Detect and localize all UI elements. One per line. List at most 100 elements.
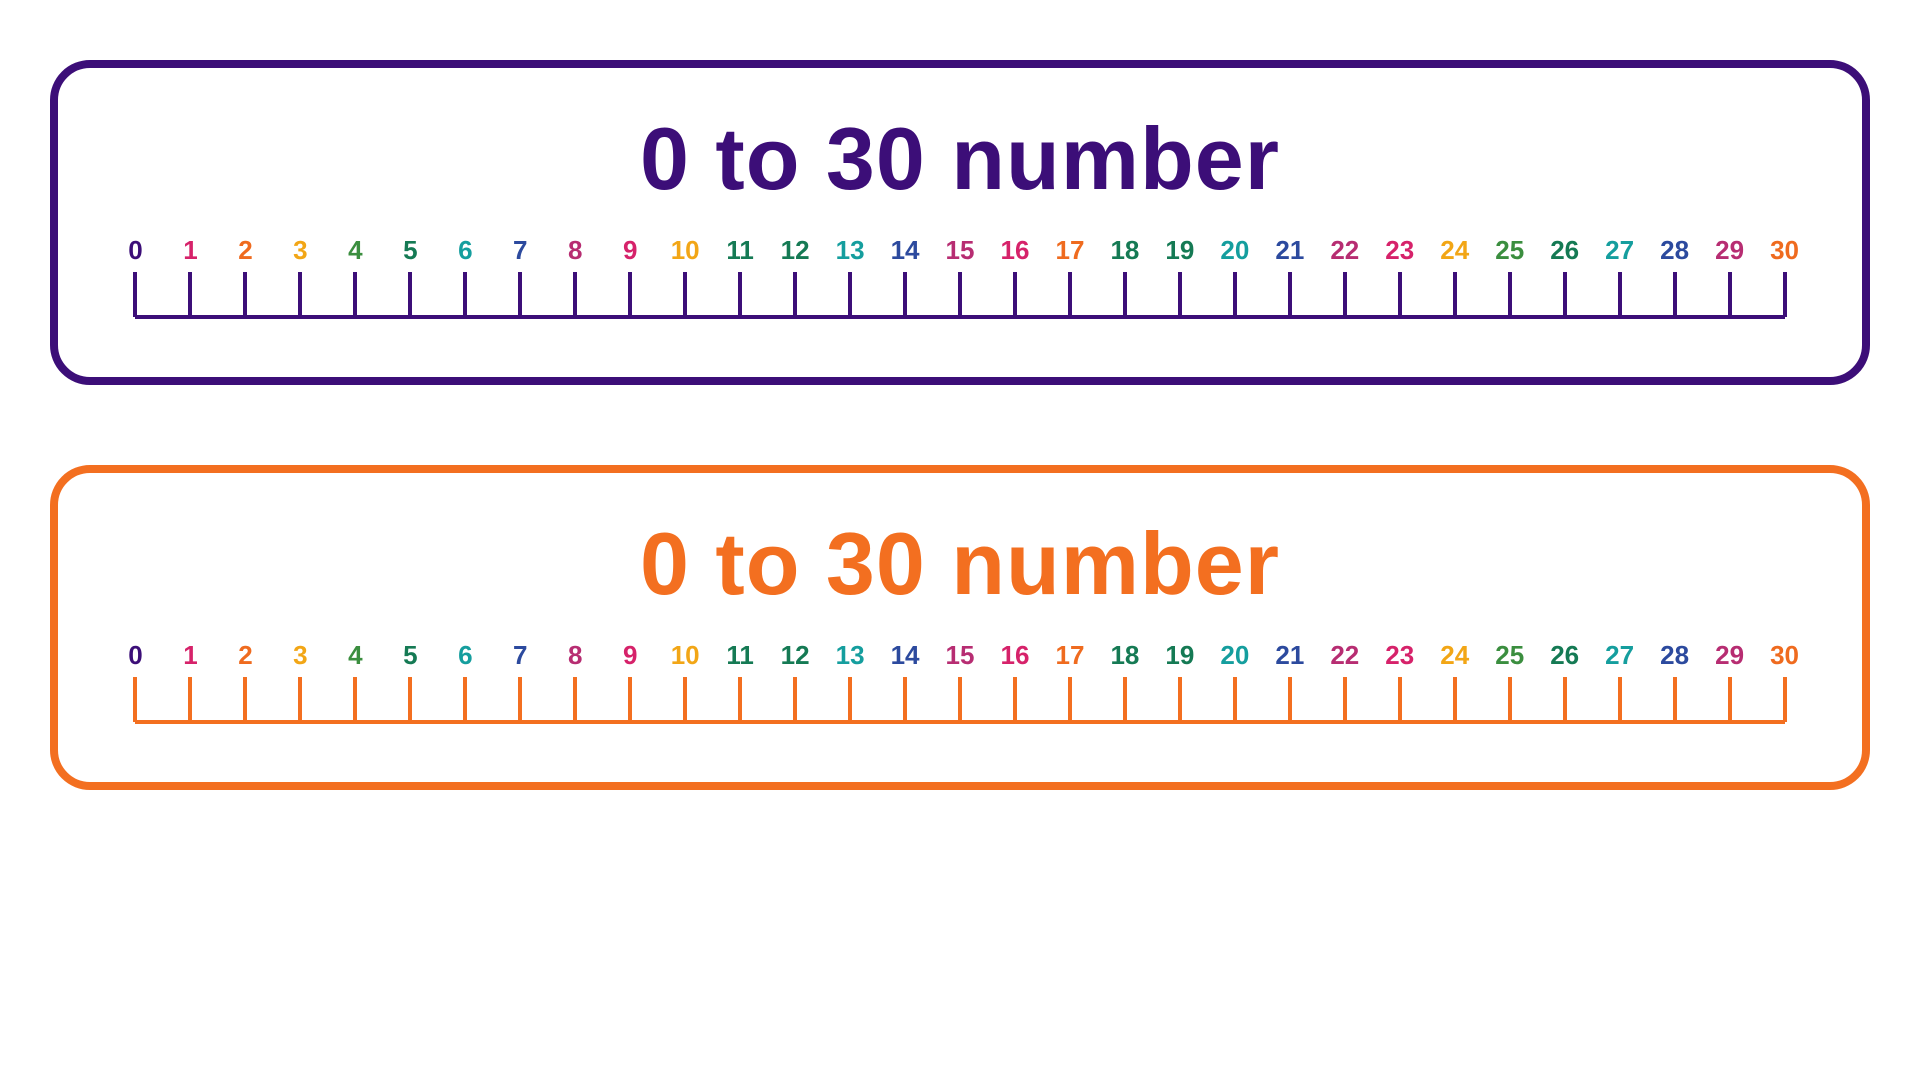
tick-mark xyxy=(328,677,383,722)
tick-mark xyxy=(1647,272,1702,317)
number-label: 28 xyxy=(1647,640,1702,671)
tick-bar xyxy=(628,677,632,722)
tick-mark xyxy=(1757,272,1812,317)
tick-bar xyxy=(1288,272,1292,317)
tick-mark xyxy=(1262,272,1317,317)
tick-bar xyxy=(1563,272,1567,317)
tick-mark xyxy=(163,272,218,317)
number-label: 28 xyxy=(1647,235,1702,266)
tick-mark xyxy=(328,272,383,317)
number-label: 4 xyxy=(328,640,383,671)
tick-mark xyxy=(493,677,548,722)
tick-bar xyxy=(1178,677,1182,722)
number-label: 1 xyxy=(163,235,218,266)
tick-bar xyxy=(1618,272,1622,317)
tick-mark xyxy=(1317,677,1372,722)
tick-bar xyxy=(518,272,522,317)
tick-mark xyxy=(1702,272,1757,317)
tick-mark xyxy=(988,272,1043,317)
tick-bar xyxy=(1783,272,1787,317)
tick-mark xyxy=(273,272,328,317)
tick-mark xyxy=(823,272,878,317)
number-label: 18 xyxy=(1097,235,1152,266)
tick-mark xyxy=(933,272,988,317)
tick-mark xyxy=(108,677,163,722)
tick-bar xyxy=(1123,272,1127,317)
number-label: 0 xyxy=(108,640,163,671)
number-label: 14 xyxy=(878,640,933,671)
number-label: 12 xyxy=(768,235,823,266)
number-label: 7 xyxy=(493,235,548,266)
tick-bar xyxy=(353,677,357,722)
number-label: 2 xyxy=(218,235,273,266)
tick-mark xyxy=(548,272,603,317)
tick-bar xyxy=(738,272,742,317)
tick-mark xyxy=(1427,677,1482,722)
tick-bar xyxy=(188,272,192,317)
number-label: 16 xyxy=(988,235,1043,266)
tick-mark xyxy=(383,272,438,317)
tick-bar xyxy=(1783,677,1787,722)
tick-bar xyxy=(1343,677,1347,722)
number-label: 10 xyxy=(658,640,713,671)
number-label: 21 xyxy=(1262,640,1317,671)
tick-bar xyxy=(243,677,247,722)
tick-mark xyxy=(108,272,163,317)
tick-bar xyxy=(1453,272,1457,317)
card-title: 0 to 30 number xyxy=(640,108,1280,210)
tick-mark xyxy=(603,272,658,317)
tick-bar xyxy=(1398,272,1402,317)
number-label: 19 xyxy=(1152,235,1207,266)
numberline-card-0: 0 to 30 number01234567891011121314151617… xyxy=(50,60,1870,385)
number-label: 18 xyxy=(1097,640,1152,671)
tick-bar xyxy=(1178,272,1182,317)
number-label: 25 xyxy=(1482,235,1537,266)
number-label: 6 xyxy=(438,235,493,266)
tick-mark xyxy=(713,677,768,722)
number-label: 5 xyxy=(383,640,438,671)
tick-mark xyxy=(163,677,218,722)
tick-bar xyxy=(1453,677,1457,722)
tick-bar xyxy=(1233,272,1237,317)
tick-row xyxy=(108,677,1812,722)
tick-bar xyxy=(738,677,742,722)
tick-mark xyxy=(713,272,768,317)
tick-bar xyxy=(353,272,357,317)
tick-bar xyxy=(958,272,962,317)
tick-bar xyxy=(243,272,247,317)
tick-bar xyxy=(1068,677,1072,722)
number-label: 30 xyxy=(1757,640,1812,671)
tick-bar xyxy=(1563,677,1567,722)
tick-mark xyxy=(1647,677,1702,722)
tick-mark xyxy=(1482,272,1537,317)
tick-bar xyxy=(298,677,302,722)
number-label: 13 xyxy=(823,235,878,266)
tick-mark xyxy=(1427,272,1482,317)
tick-bar xyxy=(1343,272,1347,317)
number-label: 3 xyxy=(273,235,328,266)
tick-bar xyxy=(848,272,852,317)
tick-mark xyxy=(1097,677,1152,722)
tick-bar xyxy=(1618,677,1622,722)
number-label: 1 xyxy=(163,640,218,671)
tick-bar xyxy=(188,677,192,722)
tick-row xyxy=(108,272,1812,317)
number-label: 26 xyxy=(1537,235,1592,266)
tick-mark xyxy=(1207,677,1262,722)
numberline-card-1: 0 to 30 number01234567891011121314151617… xyxy=(50,465,1870,790)
tick-mark xyxy=(1317,272,1372,317)
tick-bar xyxy=(1398,677,1402,722)
tick-mark xyxy=(1042,677,1097,722)
number-label: 15 xyxy=(933,640,988,671)
tick-bar xyxy=(408,677,412,722)
number-label: 15 xyxy=(933,235,988,266)
number-label: 11 xyxy=(713,640,768,671)
tick-bar xyxy=(408,272,412,317)
numberline: 0123456789101112131415161718192021222324… xyxy=(108,640,1812,722)
tick-bar xyxy=(1123,677,1127,722)
tick-mark xyxy=(493,272,548,317)
number-label: 19 xyxy=(1152,640,1207,671)
tick-mark xyxy=(1262,677,1317,722)
number-label: 6 xyxy=(438,640,493,671)
tick-mark xyxy=(438,677,493,722)
